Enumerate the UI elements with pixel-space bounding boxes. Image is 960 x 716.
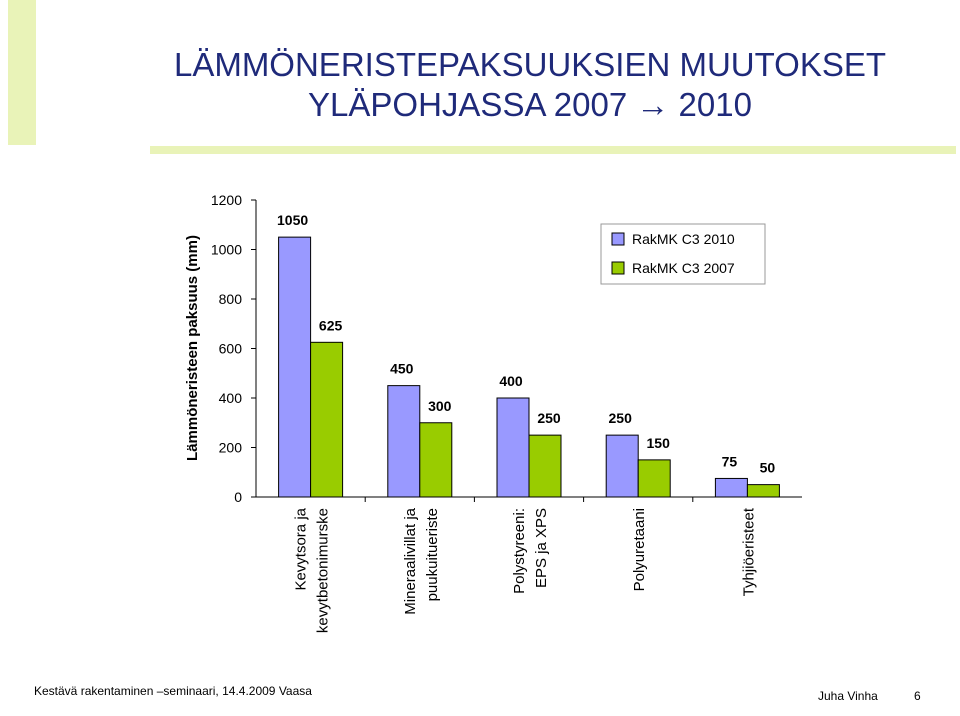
data-label: 250 bbox=[609, 410, 633, 426]
bar-rakmk2007 bbox=[528, 434, 562, 498]
legend-box bbox=[600, 223, 766, 285]
decorative-side-bar bbox=[8, 0, 36, 145]
y-axis-label: Lämmöneristeen paksuus (mm) bbox=[184, 235, 201, 461]
y-tick-label: 1200 bbox=[211, 192, 242, 208]
category-label: Mineraalivillat ja bbox=[402, 507, 419, 614]
legend-swatch bbox=[611, 232, 625, 246]
category-label: Kevytsora ja bbox=[293, 507, 310, 590]
footer-event: Kestävä rakentaminen –seminaari, 14.4.20… bbox=[34, 684, 312, 698]
footer-author: Juha Vinha bbox=[818, 689, 878, 703]
data-label: 50 bbox=[760, 460, 776, 476]
data-label: 450 bbox=[390, 361, 414, 377]
bar-rakmk2007 bbox=[419, 422, 453, 498]
y-tick-label: 400 bbox=[219, 390, 243, 406]
bar-rakmk2010 bbox=[278, 236, 312, 498]
data-label: 300 bbox=[428, 398, 452, 414]
y-tick-label: 600 bbox=[219, 341, 243, 357]
bar-rakmk2010 bbox=[605, 434, 639, 498]
category-label: puukuitueriste bbox=[424, 508, 441, 601]
bar-rakmk2007 bbox=[746, 484, 780, 498]
y-tick-label: 800 bbox=[219, 291, 243, 307]
legend-label: RakMK C3 2007 bbox=[632, 260, 735, 276]
data-label: 250 bbox=[537, 410, 561, 426]
data-label: 400 bbox=[499, 373, 523, 389]
legend-swatch bbox=[611, 261, 625, 275]
y-tick-label: 200 bbox=[219, 440, 243, 456]
bar-rakmk2007 bbox=[310, 341, 344, 498]
data-label: 75 bbox=[722, 453, 738, 469]
category-label: EPS ja XPS bbox=[533, 508, 550, 588]
slide-title-line1: LÄMMÖNERISTEPAKSUUKSIEN MUUTOKSET bbox=[173, 46, 887, 83]
category-label: Polyuretaani bbox=[631, 508, 648, 591]
data-label: 625 bbox=[319, 317, 343, 333]
bar-rakmk2010 bbox=[496, 397, 530, 498]
y-tick-label: 1000 bbox=[211, 242, 242, 258]
bar-rakmk2010 bbox=[387, 385, 421, 498]
slide-title-line2: YLÄPOHJASSA 2007 → 2010 bbox=[308, 86, 752, 123]
category-label: Tyhjiöeristeet bbox=[740, 507, 757, 596]
decorative-rule bbox=[150, 146, 956, 154]
data-label: 1050 bbox=[277, 212, 308, 228]
legend-label: RakMK C3 2010 bbox=[632, 231, 735, 247]
page-number: 6 bbox=[914, 689, 921, 703]
category-label: kevytbetonimurske bbox=[315, 508, 332, 633]
bar-rakmk2007 bbox=[637, 459, 671, 498]
data-label: 150 bbox=[647, 435, 671, 451]
bar-rakmk2010 bbox=[714, 477, 748, 498]
category-label: Polystyreeni: bbox=[511, 508, 528, 594]
y-tick-label: 0 bbox=[234, 489, 242, 505]
